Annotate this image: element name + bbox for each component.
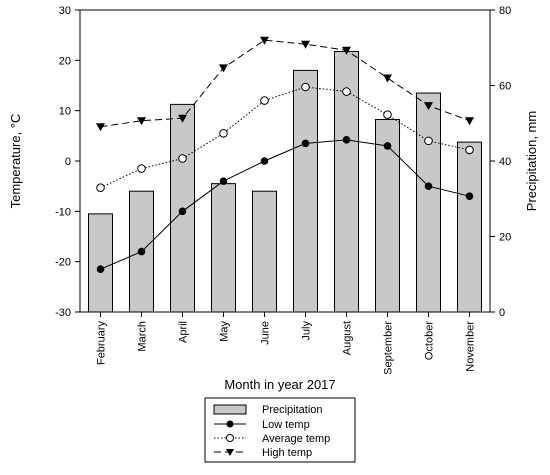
high-temp-point-september (383, 74, 392, 83)
x-tick-label-october: October (424, 321, 436, 360)
low-temp-point-february (96, 265, 105, 274)
high-temp-point-august (342, 46, 351, 55)
y-tick-label-0: 0 (65, 156, 71, 168)
legend-marker-low-temp (226, 420, 234, 428)
temperature-lines (96, 36, 474, 274)
low-temp-point-april (178, 207, 187, 216)
y-tick-label-30: 30 (59, 5, 71, 17)
right-y-axis: 80 60 40 20 0 (490, 5, 511, 319)
high-temp-point-may (219, 64, 228, 73)
left-y-axis: 30 20 10 0 -10 -20 -30 (55, 5, 80, 319)
low-temp-point-november (465, 192, 474, 201)
low-temp-point-september (383, 142, 392, 150)
x-tick-label-may: May (219, 321, 231, 342)
legend: Precipitation Low temp Average temp High… (204, 397, 356, 463)
precipitation-bar-may (211, 183, 236, 313)
x-tick-label-november: November (465, 321, 477, 372)
x-tick-label-march: March (137, 321, 149, 352)
x-tick-label-august: August (342, 321, 354, 355)
x-tick-label-september: September (383, 321, 395, 375)
high-temp-point-june (260, 36, 269, 45)
x-axis-title: Month in year 2017 (224, 377, 335, 392)
x-tick-label-february: February (96, 321, 108, 366)
y2-axis-title: Precipitation, mm (524, 111, 539, 211)
x-tick-label-june: June (260, 321, 272, 345)
y2-tick-label-60: 60 (499, 81, 511, 93)
average-temp-point-may (219, 129, 228, 138)
legend-label-average-temp: Average temp (262, 433, 330, 445)
precipitation-bar-october (416, 92, 441, 313)
average-temp-point-july (301, 82, 310, 92)
legend-marker-average-temp (226, 434, 234, 442)
precipitation-bar-february (88, 213, 113, 313)
average-temp-point-november (465, 145, 474, 155)
legend-label-low-temp: Low temp (262, 419, 310, 431)
legend-label-high-temp: High temp (262, 447, 312, 459)
precipitation-bar-november (457, 141, 482, 313)
y-tick-label--10: -10 (55, 206, 71, 218)
low-temp-point-june (260, 157, 269, 165)
average-temp-point-april (178, 154, 187, 163)
precipitation-bar-june (252, 190, 277, 313)
y-tick-label--30: -30 (55, 307, 71, 319)
high-temp-point-march (137, 117, 146, 126)
legend-label-precipitation: Precipitation (262, 404, 323, 416)
low-temp-point-may (219, 177, 228, 185)
x-tick-label-july: July (301, 321, 313, 341)
x-tick-label-april: April (178, 321, 190, 343)
precipitation-bar-september (375, 118, 400, 313)
y2-tick-label-20: 20 (499, 232, 511, 244)
y2-tick-label-0: 0 (499, 307, 505, 319)
legend-marker-high-temp (226, 449, 234, 456)
average-temp-point-june (260, 96, 269, 105)
average-temp-point-october (424, 136, 433, 146)
high-temp-point-july (301, 40, 310, 49)
average-temp-point-february (96, 183, 105, 192)
y-tick-label-10: 10 (59, 106, 71, 118)
high-temp-point-april (178, 114, 187, 123)
average-temp-line (100, 86, 470, 189)
low-temp-point-march (137, 247, 146, 256)
low-temp-point-october (424, 182, 433, 190)
y2-tick-label-40: 40 (499, 156, 511, 168)
average-temp-point-march (137, 164, 146, 173)
low-temp-point-august (342, 136, 351, 144)
y-axis-title: Temperature, °C (8, 114, 23, 209)
legend-swatch-precipitation (213, 404, 247, 415)
high-temp-point-october (424, 102, 433, 111)
high-temp-point-november (465, 117, 474, 126)
high-temp-line (100, 39, 470, 128)
average-temp-point-august (342, 87, 351, 96)
precipitation-bar-july (293, 69, 318, 313)
precipitation-bars (88, 51, 482, 313)
y-tick-label-20: 20 (59, 55, 71, 67)
low-temp-line (100, 139, 470, 270)
low-temp-point-july (301, 139, 310, 148)
average-temp-point-september (383, 110, 392, 119)
high-temp-point-february (96, 123, 105, 132)
x-axis: February March April May June July August Septe… (96, 312, 477, 375)
y-tick-label--20: -20 (55, 257, 71, 269)
y2-tick-label-80: 80 (499, 5, 511, 17)
